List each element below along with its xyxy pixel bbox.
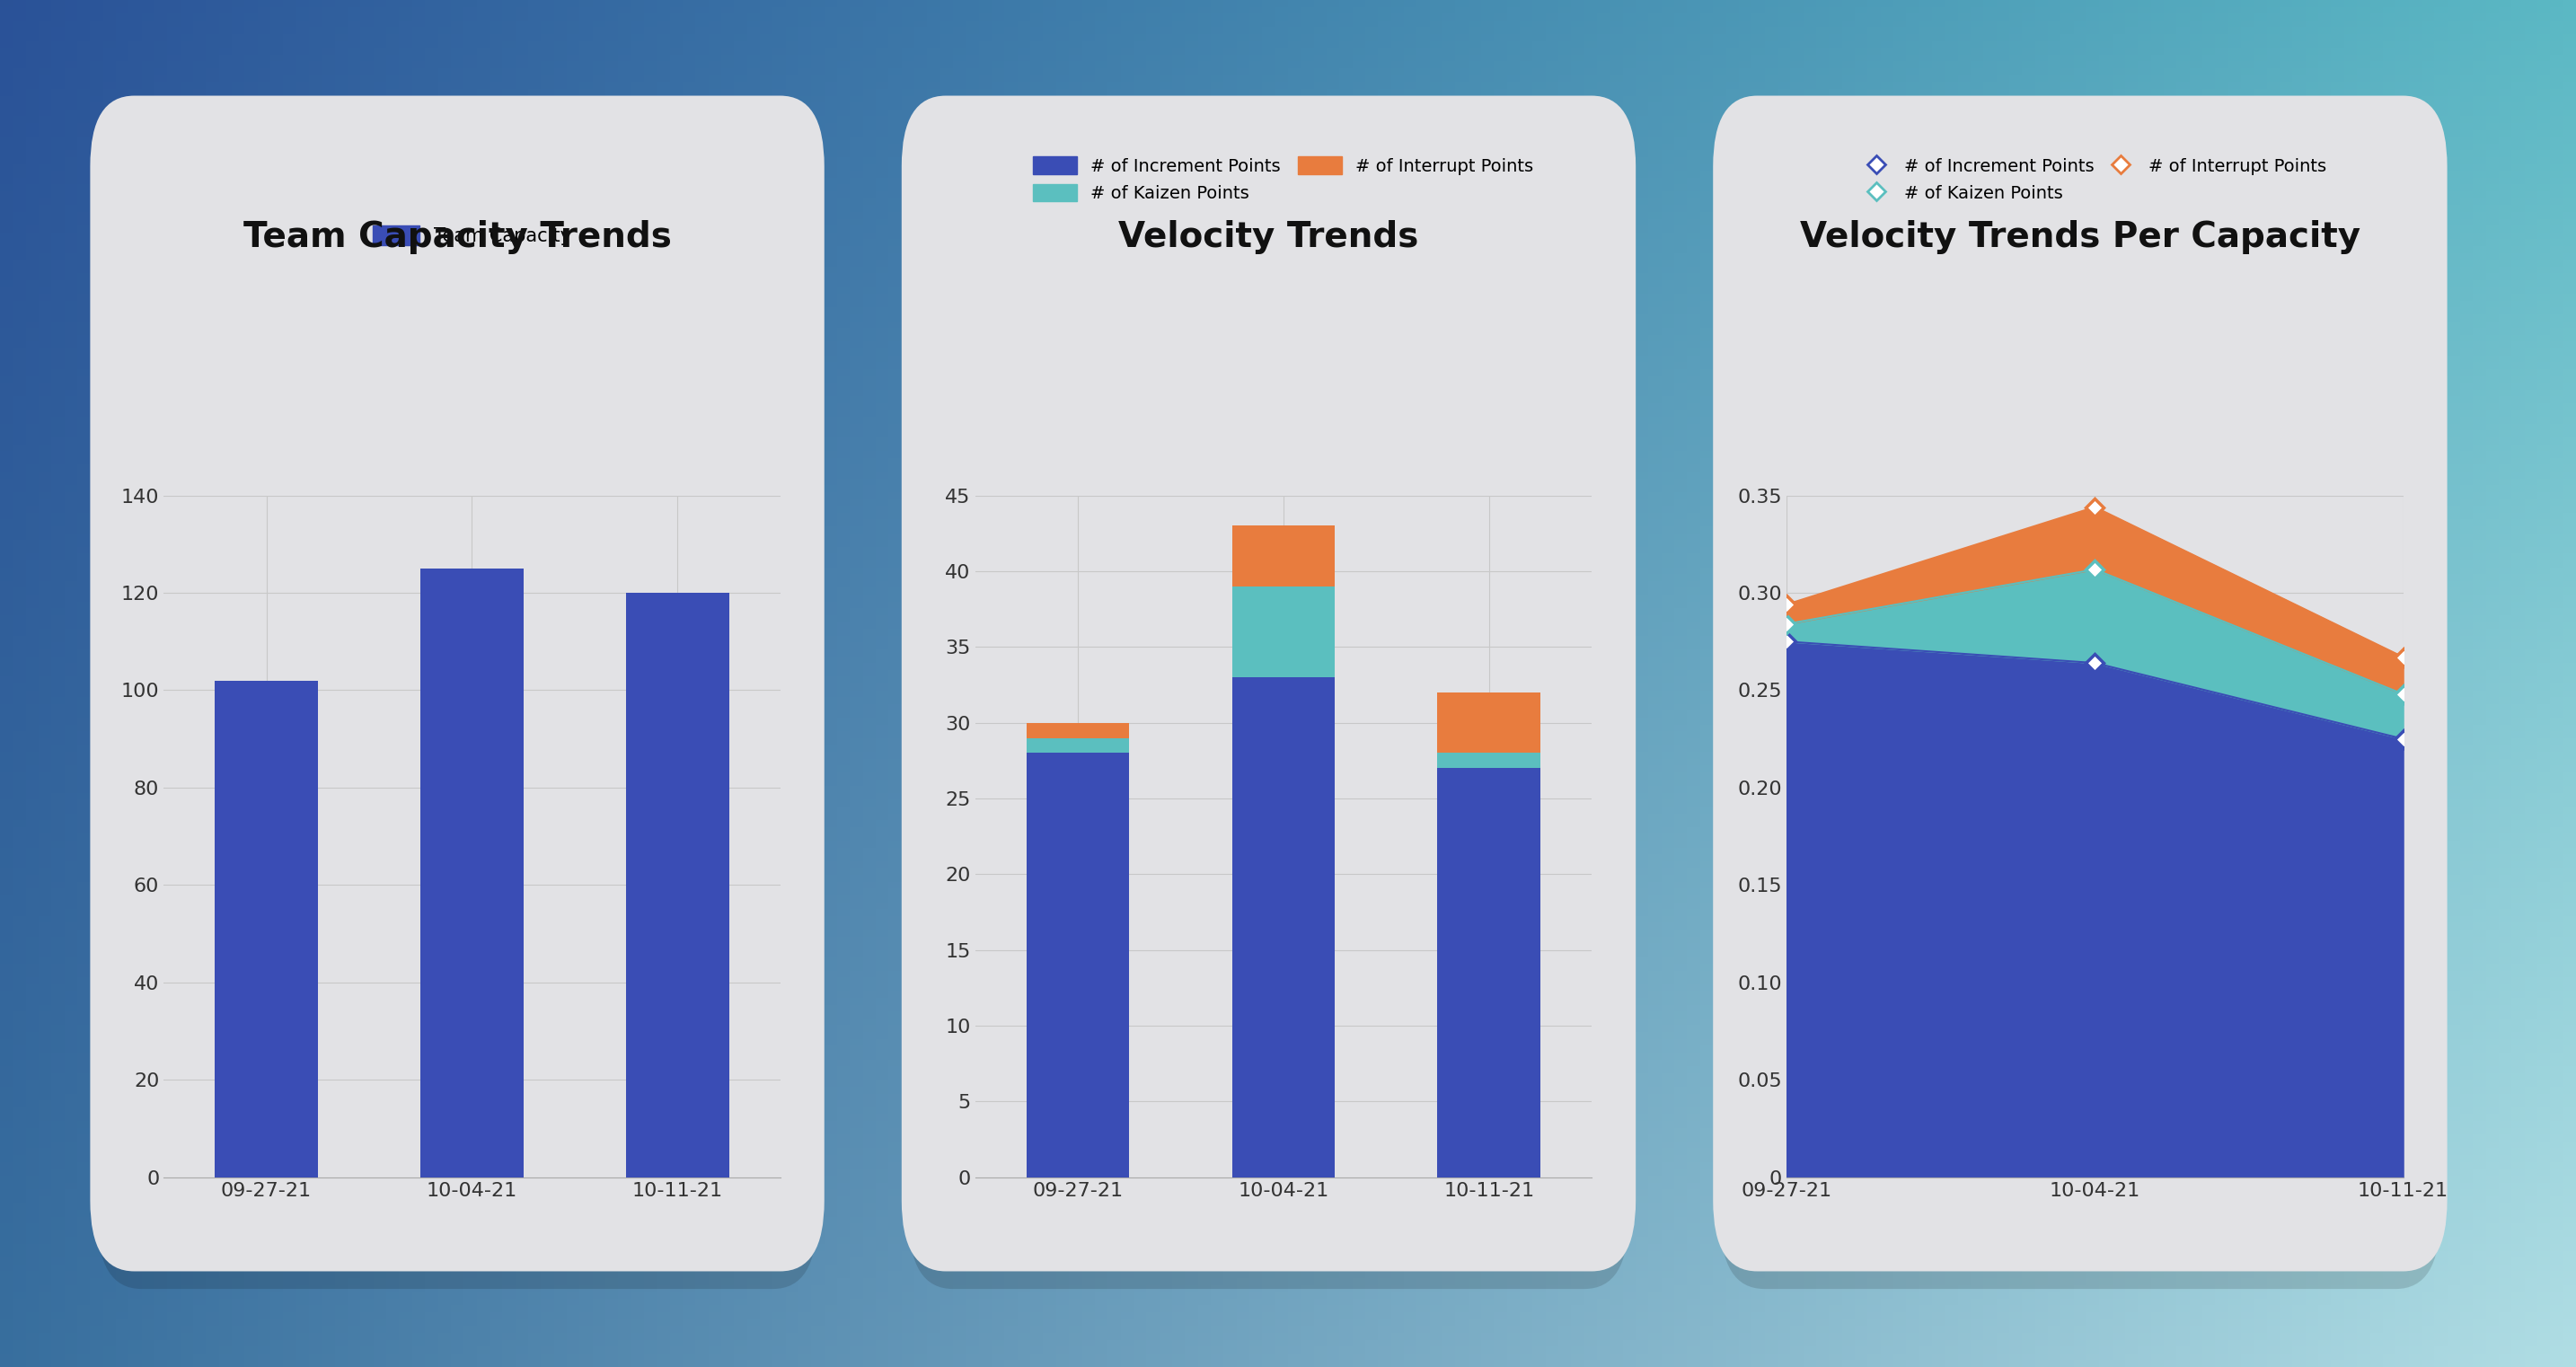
FancyBboxPatch shape [1721,137,2439,1289]
Bar [1437,692,1540,753]
Bar [420,569,523,1177]
Bar [214,681,317,1177]
FancyBboxPatch shape [98,137,817,1289]
Bar [1025,723,1128,738]
Bar [1025,753,1128,1177]
Bar [1231,526,1334,586]
Text: Velocity Trends: Velocity Trends [1118,220,1419,254]
Bar [1025,738,1128,753]
Bar [1437,768,1540,1177]
FancyBboxPatch shape [90,96,824,1271]
Text: Velocity Trends Per Capacity: Velocity Trends Per Capacity [1801,220,2360,254]
Bar [626,593,729,1177]
Bar [1231,677,1334,1177]
Legend: Team Capacity: Team Capacity [366,219,580,253]
Legend: # of Increment Points, # of Kaizen Points, # of Interrupt Points: # of Increment Points, # of Kaizen Point… [1857,149,2334,209]
Legend: # of Increment Points, # of Kaizen Points, # of Interrupt Points: # of Increment Points, # of Kaizen Point… [1025,149,1540,209]
Bar [1437,753,1540,768]
Bar [1231,586,1334,677]
FancyBboxPatch shape [902,96,1636,1271]
Text: Team Capacity Trends: Team Capacity Trends [242,220,672,254]
FancyBboxPatch shape [1713,96,2447,1271]
FancyBboxPatch shape [909,137,1628,1289]
